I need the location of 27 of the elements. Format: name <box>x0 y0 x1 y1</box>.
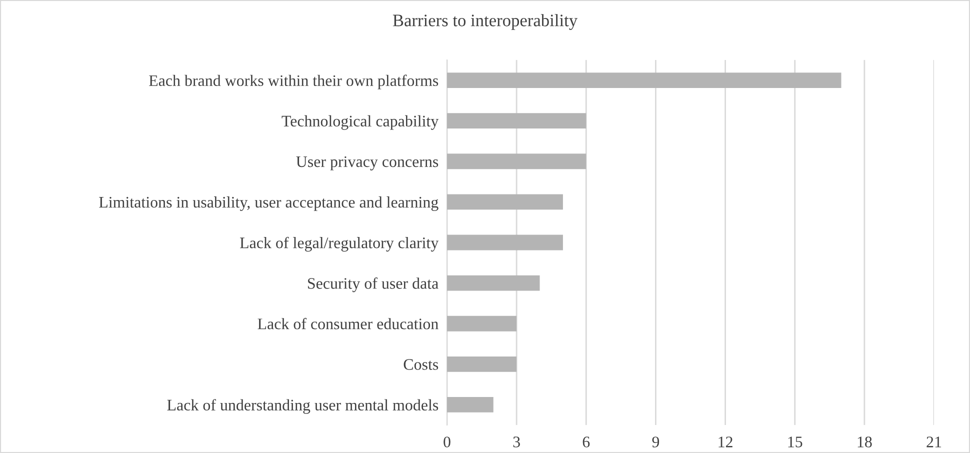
bar <box>447 113 586 129</box>
y-tick-label: Each brand works within their own platforms <box>149 74 438 90</box>
y-tick-label: Limitations in usability, user acceptance and learning <box>99 196 438 211</box>
bar <box>447 154 586 170</box>
x-tick-label: 21 <box>926 436 942 448</box>
bar <box>447 194 563 210</box>
x-tick-label: 6 <box>582 436 590 448</box>
y-tick-label: User privacy concerns <box>296 156 438 170</box>
y-tick-label: Technological capability <box>282 115 439 130</box>
bar <box>447 397 494 412</box>
y-tick-label: Costs <box>404 359 438 370</box>
bar <box>447 275 540 291</box>
bar <box>447 72 842 88</box>
y-tick-label: Security of user data <box>308 277 438 292</box>
x-tick-label: 12 <box>718 436 732 448</box>
y-tick-label: Lack of understanding user mental models <box>167 399 438 414</box>
x-tick-label: 9 <box>652 436 660 448</box>
x-tick-label: 18 <box>858 436 872 448</box>
x-tick-label: 15 <box>788 436 802 448</box>
x-tick-label: 0 <box>444 436 450 448</box>
chart-title: Barriers to interoperability <box>392 14 578 30</box>
bar <box>447 316 517 332</box>
bar <box>447 356 517 372</box>
x-tick-label: 3 <box>513 436 520 448</box>
bar <box>447 234 563 250</box>
y-tick-label: Lack of legal/regulatory clarity <box>240 236 439 252</box>
y-tick-label: Lack of consumer education <box>258 318 438 330</box>
